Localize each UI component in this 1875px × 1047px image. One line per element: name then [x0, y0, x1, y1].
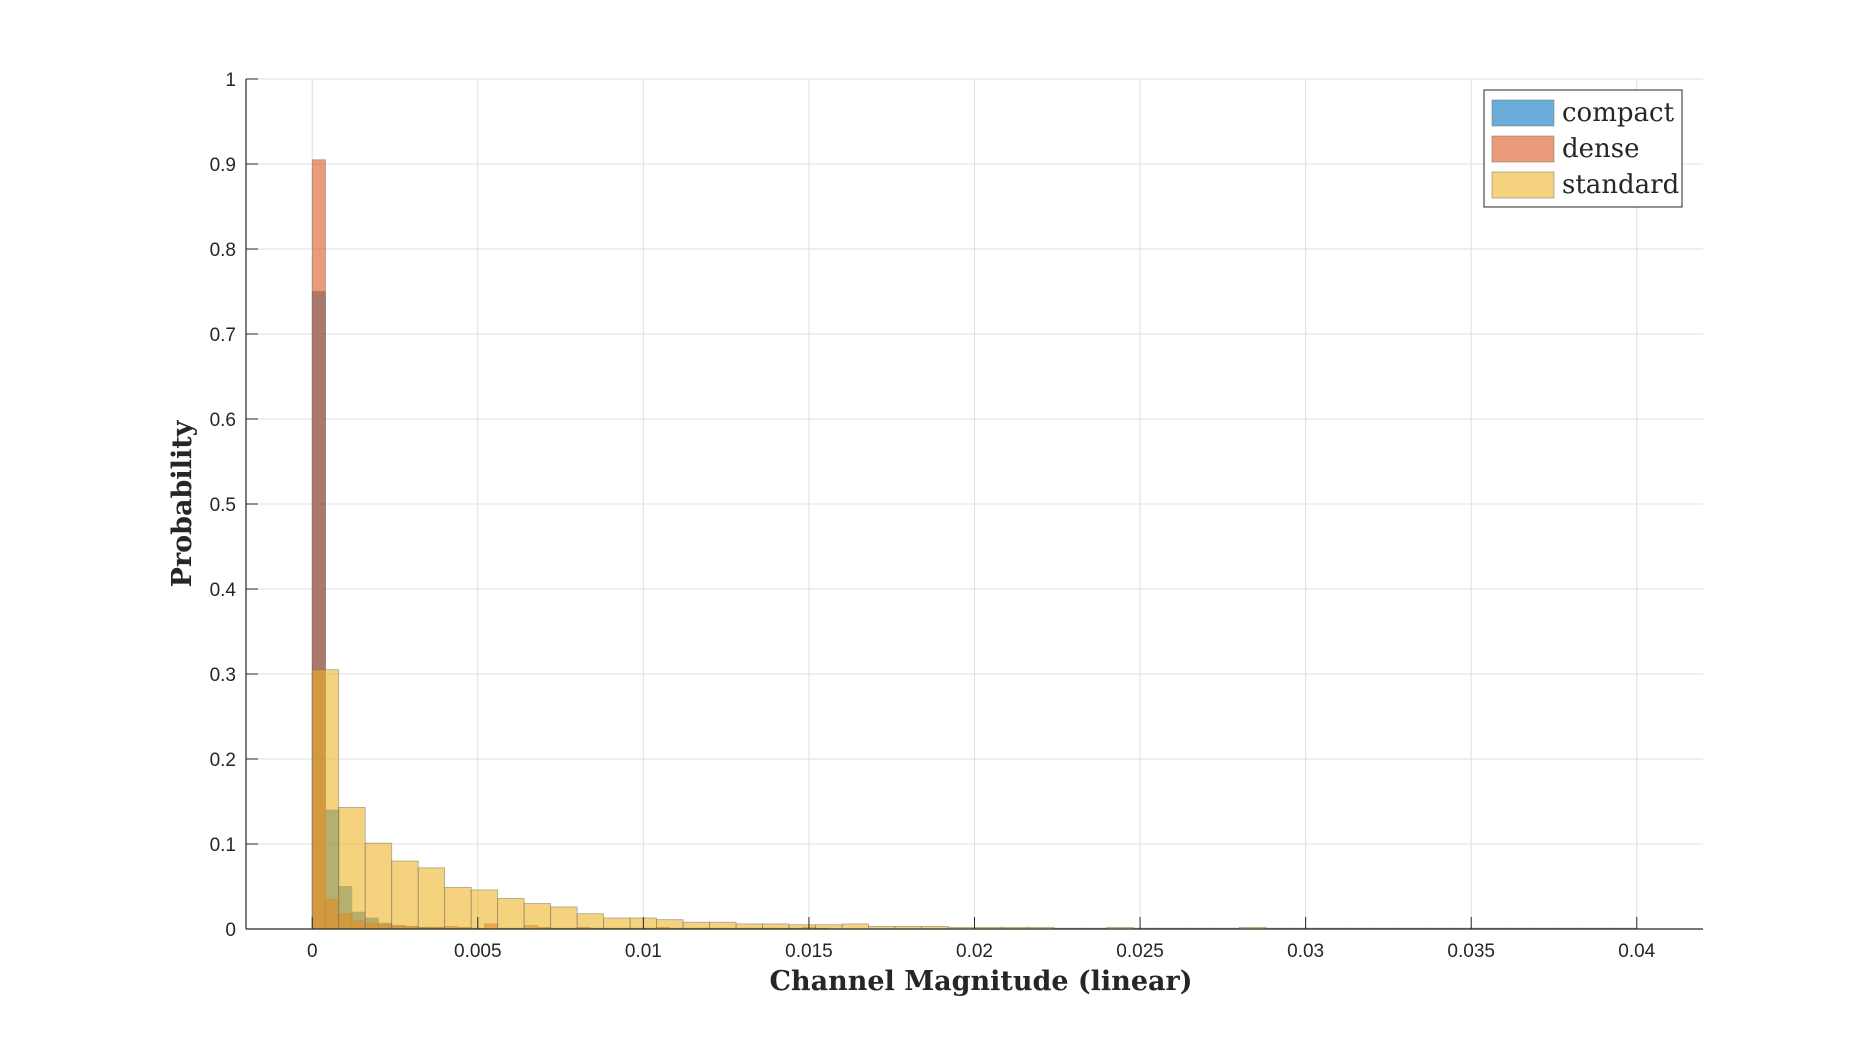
x-tick-label: 0.015: [785, 941, 833, 962]
series-dense: [311, 159, 830, 930]
x-tick-label: 0.03: [1287, 941, 1324, 962]
y-tick-label: 0.8: [210, 240, 236, 261]
bar-standard: [656, 919, 684, 930]
y-axis-label: Probability: [167, 419, 198, 587]
x-tick-label: 0.02: [956, 941, 993, 962]
y-tick-label: 0.9: [210, 155, 236, 176]
bar-standard: [391, 860, 419, 930]
bar-standard: [444, 886, 472, 930]
y-tick-label: 0.1: [210, 835, 236, 856]
tick-labels: 0 0.005 0.01 0.015 0.02 0.025 0.03 0.035 0.04 0 0.…: [210, 70, 1656, 962]
x-axis-label: Channel Magnitude (linear): [769, 966, 1192, 997]
x-tick-label: 0.04: [1618, 941, 1655, 962]
bar-standard: [523, 903, 552, 930]
bar-standard: [364, 842, 393, 930]
bar-standard: [762, 923, 790, 930]
y-tick-label: 0.2: [210, 750, 236, 771]
bar-standard: [470, 889, 499, 930]
y-tick-label: 0.7: [210, 325, 236, 346]
legend-label-compact: compact: [1562, 98, 1675, 128]
bar-standard: [709, 921, 737, 930]
bar-standard: [550, 906, 578, 930]
y-tick-label: 1: [225, 70, 236, 91]
bar-standard: [311, 669, 340, 930]
bar-standard: [815, 924, 843, 930]
legend: compact dense standard: [1483, 89, 1683, 208]
bar-standard: [841, 923, 869, 930]
bar-standard: [788, 924, 816, 930]
y-tick-label: 0.5: [210, 495, 236, 516]
series-standard: [311, 669, 1638, 930]
y-tick-label: 0.4: [210, 580, 237, 601]
bar-standard: [603, 917, 631, 930]
x-tick-label: 0.025: [1116, 941, 1164, 962]
x-tick-label: 0.01: [625, 941, 662, 962]
legend-swatch-dense: [1491, 135, 1555, 163]
x-tick-label: 0: [307, 941, 318, 962]
y-tick-label: 0.3: [210, 665, 236, 686]
x-tick-label: 0.005: [454, 941, 502, 962]
legend-swatch-standard: [1491, 171, 1555, 199]
bar-standard: [417, 867, 446, 930]
legend-label-standard: standard: [1562, 170, 1679, 200]
bar-standard: [576, 913, 605, 930]
x-tick-label: 0.035: [1447, 941, 1495, 962]
bar-standard: [497, 898, 525, 930]
y-tick-label: 0: [225, 920, 236, 941]
bar-standard: [735, 923, 763, 930]
grid-lines: [246, 78, 1703, 930]
bar-standard: [338, 807, 366, 930]
y-tick-label: 0.6: [210, 410, 236, 431]
legend-label-dense: dense: [1562, 134, 1640, 164]
legend-swatch-compact: [1491, 99, 1555, 127]
bar-standard: [682, 921, 710, 930]
axes: [245, 78, 1703, 930]
